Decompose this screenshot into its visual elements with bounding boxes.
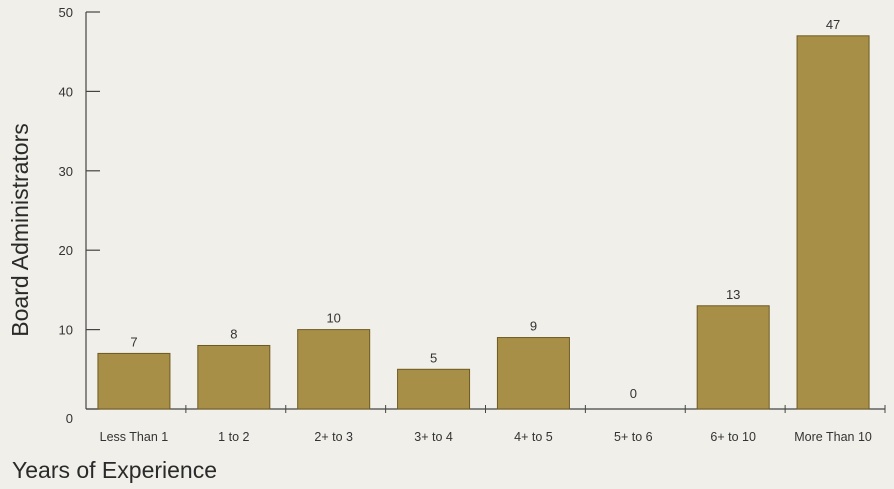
- bar: [496, 337, 570, 410]
- category-labels: Less Than 1 1 to 2 2+ to 3 3+ to 4 4+ to 5 5+…: [100, 430, 872, 444]
- data-label: 8: [230, 326, 237, 341]
- x-tick-label: 3+ to 4: [414, 430, 453, 444]
- bar: [97, 352, 171, 410]
- y-tick-label: 20: [59, 243, 73, 258]
- x-tick-label: 1 to 2: [218, 430, 249, 444]
- data-label: 5: [430, 350, 437, 365]
- y-tick-label: 30: [59, 164, 73, 179]
- data-label: 10: [326, 311, 340, 326]
- x-tick-label: 2+ to 3: [314, 430, 353, 444]
- x-tick-label: 6+ to 10: [710, 430, 756, 444]
- data-labels: 7 8 10 5 9 0 13 47: [130, 17, 840, 401]
- y-axis-title: Board Administrators: [7, 123, 33, 336]
- y-tick-label: 40: [59, 84, 73, 99]
- data-label: 9: [530, 319, 537, 334]
- data-label: 0: [630, 386, 637, 401]
- y-axis-ticks: 0 10 20 30 40 50: [59, 5, 100, 426]
- x-tick-label: More Than 10: [794, 430, 872, 444]
- y-tick-label: 10: [59, 323, 73, 338]
- data-label: 13: [726, 287, 740, 302]
- x-tick-label: Less Than 1: [100, 430, 169, 444]
- bar: [796, 35, 870, 410]
- bar: [397, 368, 471, 410]
- x-axis-ticks: [185, 405, 886, 413]
- data-label: 7: [130, 334, 137, 349]
- x-axis-title: Years of Experience: [12, 457, 217, 483]
- x-tick-label: 5+ to 6: [614, 430, 653, 444]
- data-label: 47: [826, 17, 840, 32]
- x-tick-label: 4+ to 5: [514, 430, 553, 444]
- bars: [97, 35, 870, 410]
- y-tick-label: 50: [59, 5, 73, 20]
- bar: [197, 344, 271, 410]
- bar: [297, 329, 371, 410]
- y-tick-label: 0: [66, 411, 73, 426]
- bar: [696, 305, 770, 410]
